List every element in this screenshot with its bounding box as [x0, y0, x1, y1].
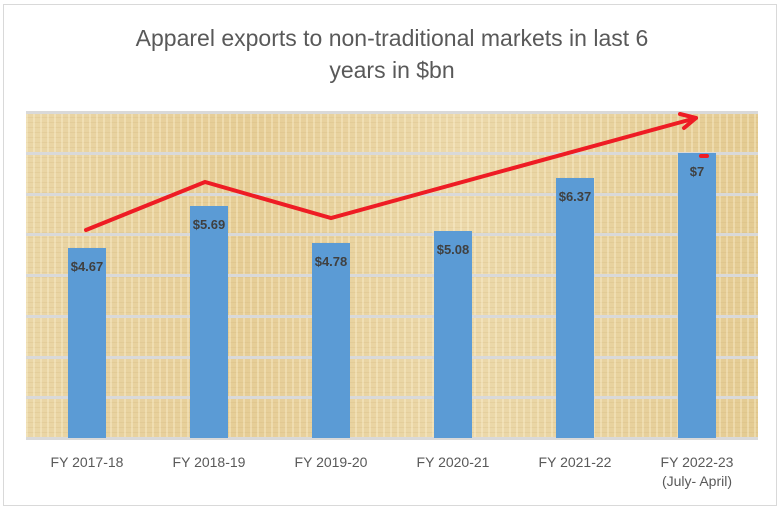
bar [312, 243, 350, 438]
bar [190, 206, 228, 438]
data-label: $4.67 [70, 258, 104, 274]
x-axis-label: FY 2017-18 [27, 453, 147, 472]
x-axis-label-line: FY 2020-21 [416, 454, 490, 470]
x-axis-label-line: FY 2022-23 [660, 454, 734, 470]
gridline [26, 437, 758, 440]
x-axis-label: FY 2021-22 [515, 453, 635, 472]
gridline [26, 111, 758, 114]
gridline [26, 274, 758, 277]
chart-title: Apparel exports to non-traditional marke… [0, 22, 784, 86]
gridline [26, 151, 758, 155]
arrowhead-icon [678, 112, 698, 130]
data-label: $5.69 [192, 217, 226, 233]
plot-area: $4.67 $5.69 $4.78 $5.08 $6.37 $7 [26, 111, 758, 440]
bar [68, 247, 106, 438]
x-axis-label: FY 2022-23 (July- April) [637, 453, 757, 491]
x-axis-label-line: FY 2019-20 [294, 454, 368, 470]
data-label: $5.08 [436, 241, 470, 257]
trend-line [84, 116, 698, 232]
x-axis-label-line: (July- April) [661, 473, 732, 489]
data-label: $6.37 [558, 189, 592, 205]
gridline [26, 314, 758, 318]
gridline [26, 355, 758, 359]
x-axis-label-line: FY 2018-19 [172, 454, 246, 470]
chart-title-line-1: Apparel exports to non-traditional marke… [135, 25, 649, 51]
data-label: $4.78 [314, 254, 348, 270]
x-axis-label: FY 2019-20 [271, 453, 391, 472]
chart-title-line-2: years in $bn [329, 57, 455, 83]
data-label: $7 [689, 163, 705, 179]
bar [678, 152, 716, 438]
x-axis-label: FY 2020-21 [393, 453, 513, 472]
gridline [26, 396, 758, 400]
x-axis-label: FY 2018-19 [149, 453, 269, 472]
gridline [26, 233, 758, 237]
x-axis-label-line: FY 2021-22 [538, 454, 612, 470]
bar [434, 230, 472, 438]
x-axis-label-line: FY 2017-18 [50, 454, 124, 470]
gridline [26, 192, 758, 196]
bar [556, 178, 594, 438]
